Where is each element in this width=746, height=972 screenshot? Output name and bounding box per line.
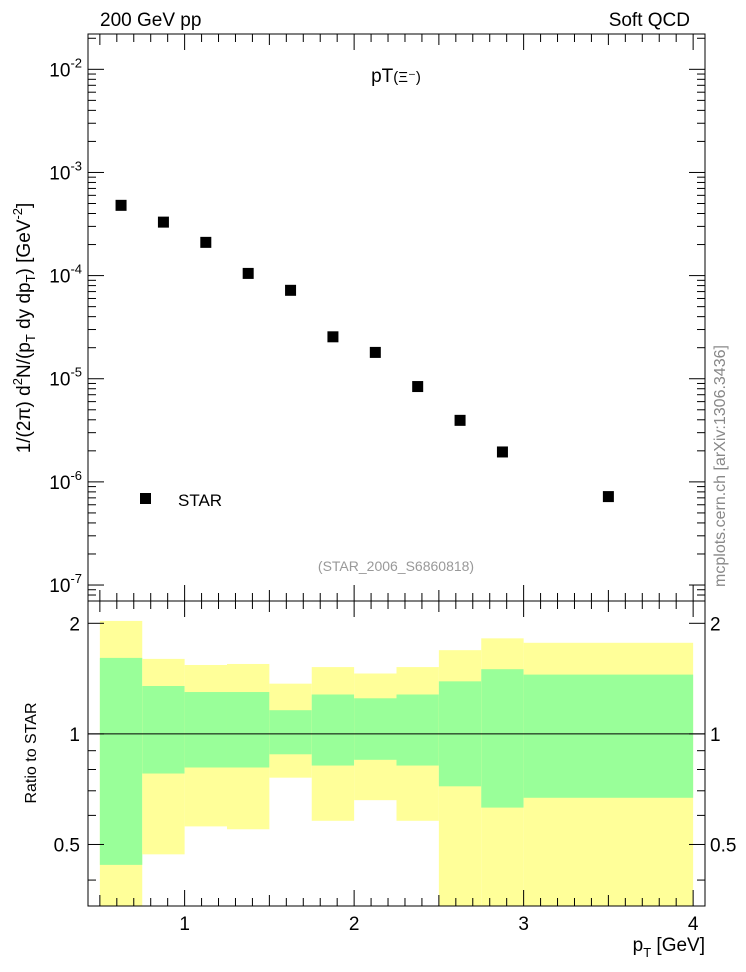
data-point [602,491,614,503]
ratio-y-tick-label-left: 0.5 [54,835,80,856]
ylabel-part-c: dy dp [14,282,35,334]
ratio-bands [99,620,694,906]
legend-label: STAR [178,491,222,510]
x-tick-labels: 1 2 3 4 [179,914,699,935]
ylabel-part-d: ) [GeV [14,219,35,274]
y-tick-label: 10-2 [49,55,82,81]
ylabel-sub-2: T [23,274,38,282]
ratio-y-tick-labels: 0.5 1 2 0.5 1 2 [54,614,737,856]
data-point [200,236,212,248]
y-tick-label: 10-4 [49,262,82,288]
data-point [496,446,508,458]
stat-uncertainty-band [226,692,270,768]
ylabel-sup-1: 2 [10,378,25,385]
y-tick-label: 10-7 [49,571,82,597]
stat-uncertainty-band [269,710,312,755]
side-credit-label: mcplots.cern.ch [arXiv:1306.3436] [712,345,729,587]
main-y-tick-labels: 10-7 10-6 10-5 10-4 10-3 10-2 [49,55,82,597]
x-tick-label: 1 [179,914,190,935]
ylabel-part-a: 1/(2π) d [14,385,35,453]
stat-uncertainty-band [184,692,227,768]
stat-uncertainty-band [311,694,355,766]
y-tick-label: 10-6 [49,468,82,494]
ratio-y-axis-label: Ratio to STAR [23,702,40,803]
data-point [115,199,127,211]
legend-marker [140,493,151,504]
xlabel-sub: T [643,945,651,960]
x-tick-label: 4 [688,914,699,935]
header-left-label: 200 GeV pp [100,10,201,31]
plot-title-paren: (Ξ⁻) [393,69,421,86]
ylabel-part-e: ] [14,203,35,208]
plot-title-main: pT [371,66,394,87]
data-point [369,346,381,358]
stat-uncertainty-band [142,686,185,774]
ratio-y-tick-label-right: 2 [710,614,721,635]
data-point [157,216,169,228]
plot-title: pT(Ξ⁻) [371,66,421,87]
data-point [285,284,297,296]
ratio-y-tick-label-right: 1 [710,725,721,746]
data-point [242,267,254,279]
stat-uncertainty-band [354,698,397,760]
stat-uncertainty-band [481,669,524,808]
stat-uncertainty-band [396,694,439,766]
xlabel-main: p [633,935,644,956]
x-tick-label: 3 [518,914,529,935]
ylabel-sub-1: T [23,334,38,342]
ratio-plot-frame [87,600,706,907]
x-axis-label: pT [GeV] [633,935,705,960]
ylabel-part-b: N/(p [14,342,35,378]
main-y-axis-label: 1/(2π) d2N/(pT dy dpT) [GeV-2] [10,203,38,454]
ratio-y-tick-label-left: 2 [69,614,80,635]
data-point [454,414,466,426]
xlabel-unit: [GeV] [651,935,705,956]
stat-uncertainty-band [523,674,694,798]
ylabel-sup-2: -2 [10,208,25,220]
data-point [327,331,339,343]
ratio-y-tick-label-left: 1 [69,725,80,746]
data-point [412,381,424,393]
y-tick-label: 10-3 [49,158,82,184]
star-data-points [115,199,614,503]
main-plot-frame [87,33,706,602]
x-tick-label: 2 [349,914,360,935]
header-right-label: Soft QCD [609,10,690,31]
ratio-y-tick-label-right: 0.5 [710,835,736,856]
stat-uncertainty-band [99,657,143,865]
ratio-axis-ticks [88,601,705,906]
analysis-watermark: (STAR_2006_S6860818) [318,558,474,574]
main-axis-ticks [88,34,705,602]
y-tick-label: 10-5 [49,365,82,391]
